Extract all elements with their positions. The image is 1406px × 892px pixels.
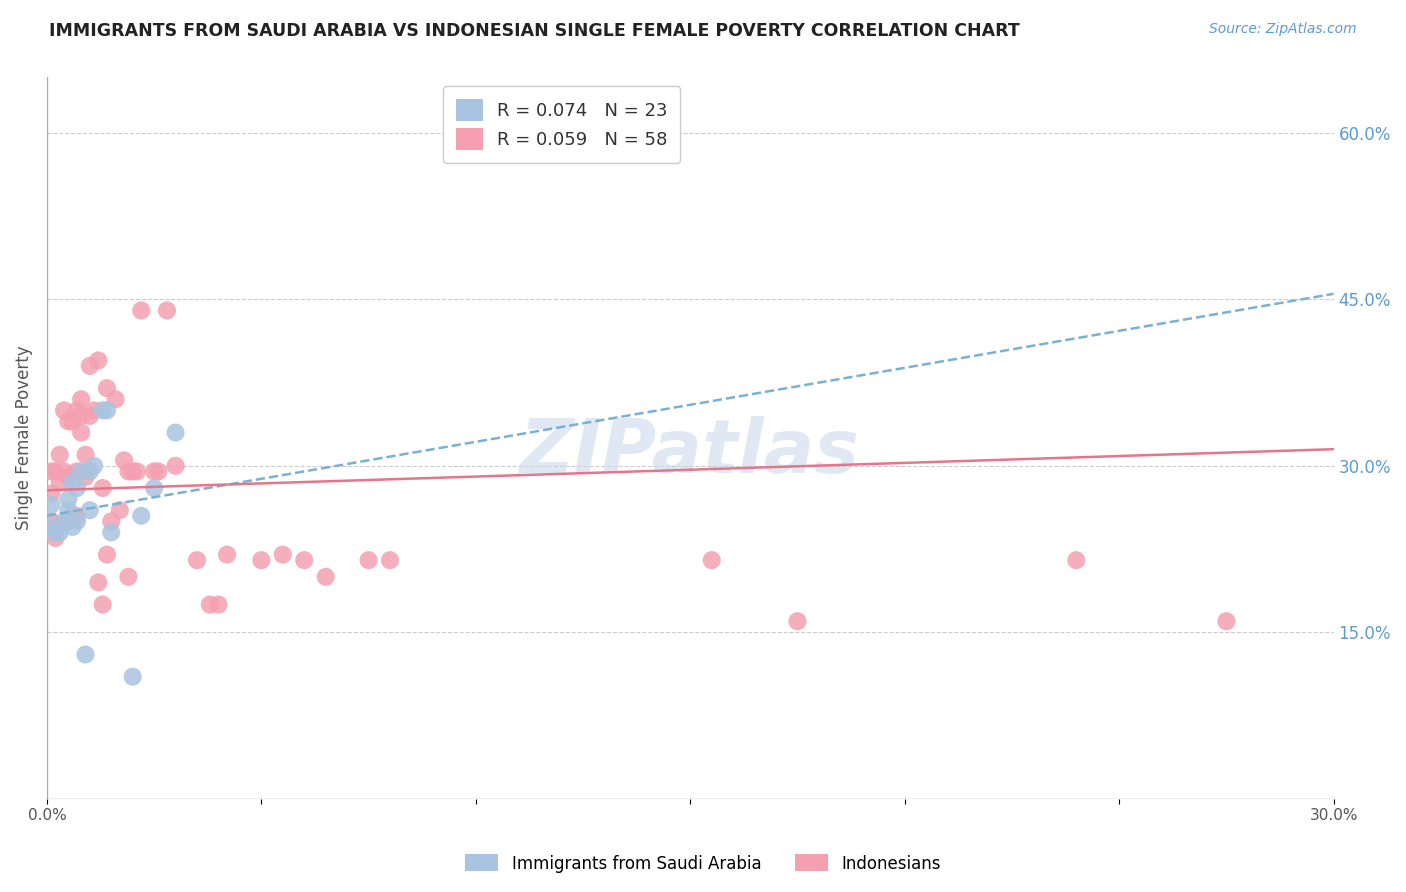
Point — [66, 481, 89, 495]
Legend: R = 0.074   N = 23, R = 0.059   N = 58: R = 0.074 N = 23, R = 0.059 N = 58 — [443, 87, 681, 163]
Point — [58, 470, 80, 484]
Point — [112, 453, 135, 467]
Point — [100, 514, 122, 528]
Point — [271, 548, 294, 562]
Point — [53, 464, 76, 478]
Point — [66, 508, 89, 523]
Point — [58, 492, 80, 507]
Point — [79, 464, 101, 478]
Y-axis label: Single Female Poverty: Single Female Poverty — [15, 346, 32, 531]
Point — [70, 425, 93, 440]
Point — [66, 514, 89, 528]
Point — [700, 553, 723, 567]
Point — [250, 553, 273, 567]
Point — [75, 648, 97, 662]
Point — [156, 303, 179, 318]
Point — [96, 381, 118, 395]
Point — [148, 464, 170, 478]
Point — [87, 353, 110, 368]
Point — [39, 498, 62, 512]
Point — [165, 458, 187, 473]
Point — [39, 520, 62, 534]
Point — [49, 475, 72, 490]
Point — [53, 403, 76, 417]
Point — [62, 508, 84, 523]
Point — [292, 553, 315, 567]
Point — [91, 598, 114, 612]
Point — [49, 448, 72, 462]
Point — [165, 425, 187, 440]
Point — [58, 503, 80, 517]
Point — [215, 548, 238, 562]
Point — [62, 520, 84, 534]
Point — [79, 359, 101, 373]
Point — [44, 464, 66, 478]
Point — [207, 598, 229, 612]
Point — [125, 464, 148, 478]
Point — [39, 464, 62, 478]
Point — [198, 598, 221, 612]
Point — [786, 614, 808, 628]
Point — [75, 470, 97, 484]
Legend: Immigrants from Saudi Arabia, Indonesians: Immigrants from Saudi Arabia, Indonesian… — [458, 847, 948, 880]
Point — [83, 458, 105, 473]
Point — [91, 481, 114, 495]
Point — [121, 464, 143, 478]
Point — [70, 392, 93, 407]
Point — [70, 464, 93, 478]
Point — [66, 464, 89, 478]
Text: IMMIGRANTS FROM SAUDI ARABIA VS INDONESIAN SINGLE FEMALE POVERTY CORRELATION CHA: IMMIGRANTS FROM SAUDI ARABIA VS INDONESI… — [49, 22, 1019, 40]
Point — [186, 553, 208, 567]
Point — [100, 525, 122, 540]
Point — [44, 525, 66, 540]
Point — [96, 548, 118, 562]
Point — [58, 514, 80, 528]
Point — [357, 553, 380, 567]
Point — [1064, 553, 1087, 567]
Point — [96, 403, 118, 417]
Point — [315, 570, 337, 584]
Text: Source: ZipAtlas.com: Source: ZipAtlas.com — [1209, 22, 1357, 37]
Point — [66, 403, 89, 417]
Point — [39, 486, 62, 500]
Point — [49, 525, 72, 540]
Point — [91, 403, 114, 417]
Point — [70, 409, 93, 423]
Point — [44, 531, 66, 545]
Point — [117, 570, 139, 584]
Point — [143, 481, 166, 495]
Point — [1215, 614, 1237, 628]
Point — [117, 464, 139, 478]
Point — [39, 514, 62, 528]
Point — [58, 414, 80, 428]
Point — [378, 553, 401, 567]
Point — [129, 508, 152, 523]
Point — [83, 403, 105, 417]
Point — [143, 464, 166, 478]
Text: ZIPatlas: ZIPatlas — [520, 416, 860, 489]
Point — [79, 409, 101, 423]
Point — [62, 475, 84, 490]
Point — [108, 503, 131, 517]
Point — [79, 503, 101, 517]
Point — [75, 448, 97, 462]
Point — [87, 575, 110, 590]
Point — [62, 414, 84, 428]
Point — [53, 514, 76, 528]
Point — [129, 303, 152, 318]
Point — [104, 392, 127, 407]
Point — [121, 670, 143, 684]
